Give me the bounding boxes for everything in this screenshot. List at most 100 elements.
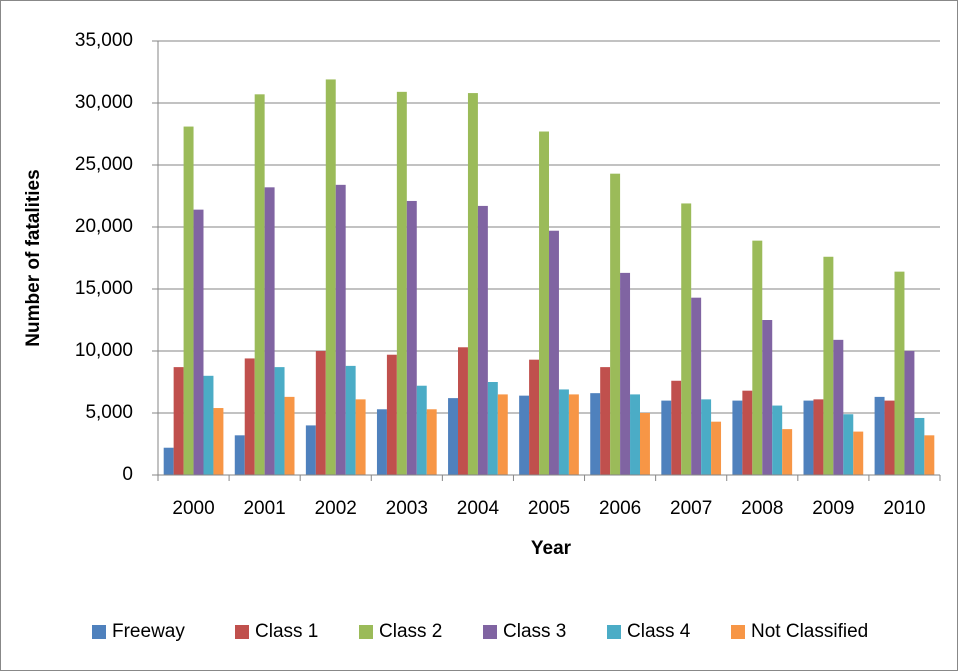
legend-label: Not Classified	[751, 621, 868, 642]
bar	[203, 375, 214, 475]
bar	[183, 126, 194, 475]
y-tick-label: 0	[122, 464, 133, 485]
bar	[539, 131, 549, 475]
bar	[376, 409, 387, 475]
bar	[406, 200, 417, 475]
x-tick-label: 2001	[243, 498, 285, 519]
bar	[549, 230, 559, 475]
bar	[244, 358, 255, 475]
legend-label: Freeway	[112, 621, 185, 642]
bar	[772, 405, 783, 475]
bar	[345, 365, 356, 475]
x-tick-label: 2010	[883, 498, 925, 519]
y-tick-label: 35,000	[75, 30, 133, 51]
x-tick-label: 2009	[812, 498, 854, 519]
bar	[752, 240, 763, 475]
legend-label: Class 2	[379, 621, 442, 642]
bar	[254, 94, 265, 475]
bar	[904, 351, 915, 475]
bar	[315, 351, 326, 475]
bar	[558, 389, 569, 475]
bar	[325, 79, 336, 475]
legend-swatch	[607, 625, 621, 639]
y-tick-label: 15,000	[75, 278, 133, 299]
bar	[620, 272, 631, 475]
legend-label: Class 3	[503, 621, 566, 642]
bar	[630, 394, 640, 475]
x-axis-title: Year	[531, 538, 572, 559]
bar	[274, 367, 285, 475]
bar	[924, 435, 935, 475]
bar	[264, 187, 275, 475]
y-tick-label: 30,000	[75, 92, 133, 113]
y-tick-label: 25,000	[75, 154, 133, 175]
bar	[416, 385, 427, 475]
x-tick-label: 2003	[386, 498, 428, 519]
bar	[519, 395, 530, 475]
bar	[853, 431, 864, 475]
bar	[497, 394, 508, 475]
bar	[458, 347, 468, 475]
x-tick-label: 2008	[741, 498, 783, 519]
bar	[467, 93, 478, 475]
bar	[661, 400, 672, 475]
bar	[487, 382, 498, 475]
bar	[213, 408, 224, 475]
bar	[711, 421, 722, 475]
bar	[335, 184, 346, 475]
bar	[448, 398, 459, 475]
bar	[477, 205, 488, 476]
bar	[823, 256, 834, 475]
y-tick-label: 20,000	[75, 216, 133, 237]
bar	[173, 367, 184, 475]
bar	[193, 209, 204, 475]
y-tick-label: 10,000	[75, 340, 133, 361]
bar	[163, 447, 174, 475]
bar	[884, 400, 895, 475]
bar	[762, 320, 773, 475]
y-axis-title: Number of fatalities	[23, 169, 44, 346]
bar	[813, 399, 824, 475]
bar	[610, 173, 621, 475]
x-tick-label: 2005	[528, 498, 570, 519]
legend-swatch	[235, 625, 249, 639]
bar	[691, 297, 702, 475]
bar	[894, 271, 905, 475]
bar	[568, 394, 579, 475]
legend-swatch	[92, 625, 106, 639]
bar	[639, 413, 650, 475]
legend-label: Class 1	[255, 621, 318, 642]
bar	[529, 359, 540, 475]
legend-swatch	[359, 625, 373, 639]
bar	[386, 354, 397, 475]
bar	[234, 435, 245, 475]
bar	[914, 417, 925, 475]
x-tick-label: 2002	[315, 498, 357, 519]
x-tick-label: 2006	[599, 498, 641, 519]
x-tick-label: 2007	[670, 498, 712, 519]
bar	[874, 396, 885, 475]
y-tick-label: 5,000	[85, 402, 133, 423]
bar	[742, 390, 753, 475]
bar	[426, 409, 437, 475]
bar	[305, 425, 316, 475]
bar	[782, 429, 793, 475]
bar	[833, 339, 844, 475]
bar	[396, 91, 407, 475]
legend-label: Class 4	[627, 621, 691, 642]
bar	[701, 399, 712, 475]
bar	[732, 400, 743, 475]
bar	[681, 203, 692, 475]
bar	[671, 380, 682, 475]
x-tick-label: 2004	[457, 498, 500, 519]
legend-swatch	[483, 625, 497, 639]
bar	[355, 399, 366, 475]
x-tick-label: 2000	[172, 498, 214, 519]
legend-swatch	[731, 625, 745, 639]
bar	[803, 400, 814, 475]
bar	[600, 367, 611, 475]
bar	[843, 414, 854, 475]
bar	[284, 396, 295, 475]
bar	[590, 393, 601, 475]
